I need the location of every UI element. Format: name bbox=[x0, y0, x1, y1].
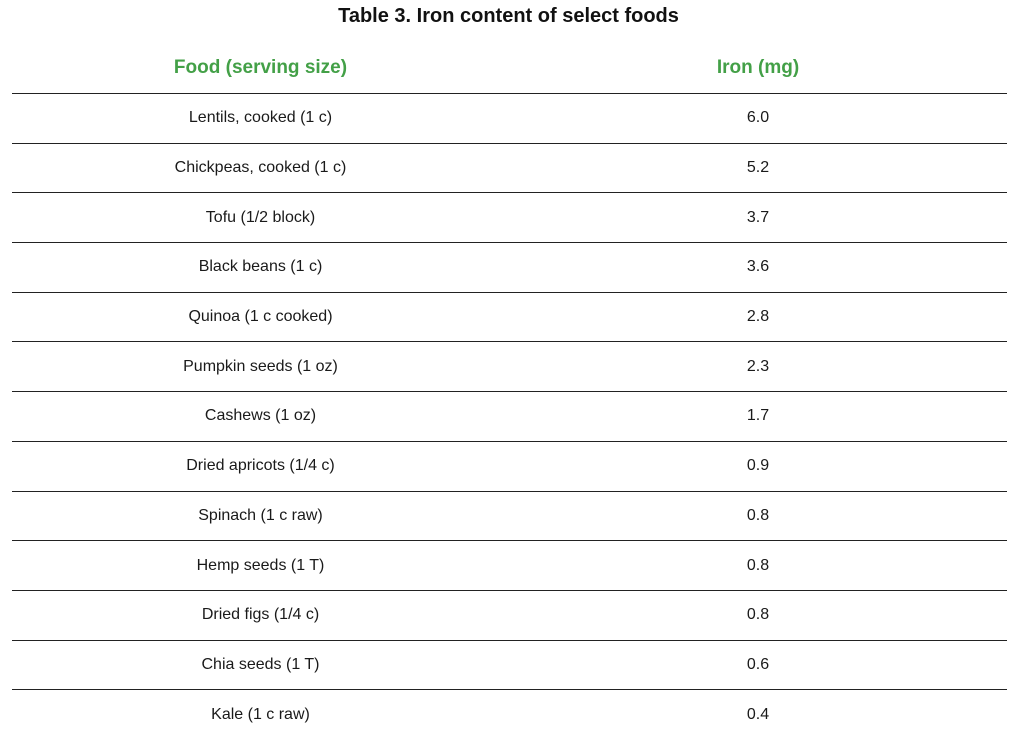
table-row: Lentils, cooked (1 c) 6.0 bbox=[12, 93, 1007, 144]
iron-cell: 0.6 bbox=[509, 640, 1007, 691]
iron-table-container: Food (serving size) Iron (mg) Lentils, c… bbox=[12, 42, 1007, 739]
iron-cell: 0.8 bbox=[509, 491, 1007, 542]
iron-cell: 0.9 bbox=[509, 441, 1007, 492]
iron-cell: 1.7 bbox=[509, 391, 1007, 442]
food-cell: Black beans (1 c) bbox=[12, 242, 509, 293]
food-cell: Chickpeas, cooked (1 c) bbox=[12, 143, 509, 194]
column-header-iron: Iron (mg) bbox=[509, 42, 1007, 94]
column-header-food: Food (serving size) bbox=[12, 42, 509, 94]
iron-cell: 2.3 bbox=[509, 341, 1007, 393]
iron-cell: 6.0 bbox=[509, 93, 1007, 144]
iron-cell: 0.4 bbox=[746, 705, 770, 723]
table-row: Hemp seeds (1 T) 0.8 bbox=[12, 540, 1007, 591]
table-row: Chia seeds (1 T) 0.6 bbox=[12, 640, 1007, 691]
iron-cell: 2.8 bbox=[509, 292, 1007, 343]
food-cell: Hemp seeds (1 T) bbox=[12, 540, 509, 591]
table-header: Food (serving size) Iron (mg) bbox=[12, 42, 1007, 94]
table-row: Spinach (1 c raw) 0.8 bbox=[12, 491, 1007, 542]
table-body: Lentils, cooked (1 c) 6.0 Chickpeas, coo… bbox=[12, 93, 1007, 739]
food-cell: Tofu (1/2 block) bbox=[12, 192, 509, 244]
table-row: Dried figs (1/4 c) 0.8 bbox=[12, 590, 1007, 641]
table-row: Tofu (1/2 block) 3.7 bbox=[12, 192, 1007, 244]
iron-cell: 0.8 bbox=[509, 540, 1007, 591]
food-cell: Quinoa (1 c cooked) bbox=[12, 292, 509, 343]
iron-cell: 3.7 bbox=[509, 192, 1007, 244]
food-cell: Cashews (1 oz) bbox=[12, 391, 509, 442]
food-cell: Dried apricots (1/4 c) bbox=[12, 441, 509, 492]
food-cell: Chia seeds (1 T) bbox=[12, 640, 509, 691]
table-row: Quinoa (1 c cooked) 2.8 bbox=[12, 292, 1007, 343]
table-title: Table 3. Iron content of select foods bbox=[338, 5, 679, 27]
food-cell: Pumpkin seeds (1 oz) bbox=[12, 341, 509, 393]
food-cell: Kale (1 c raw) bbox=[211, 705, 310, 723]
food-cell: Lentils, cooked (1 c) bbox=[12, 93, 509, 144]
table-row: Cashews (1 oz) 1.7 bbox=[12, 391, 1007, 442]
iron-cell: 0.8 bbox=[509, 590, 1007, 641]
table-row: Kale (1 c raw) 0.4 bbox=[12, 690, 1007, 739]
iron-cell: 3.6 bbox=[509, 242, 1007, 293]
table-row: Chickpeas, cooked (1 c) 5.2 bbox=[12, 143, 1007, 194]
header-row: Food (serving size) Iron (mg) bbox=[12, 42, 1007, 94]
table-row: Dried apricots (1/4 c) 0.9 bbox=[12, 441, 1007, 492]
table-row: Pumpkin seeds (1 oz) 2.3 bbox=[12, 341, 1007, 393]
table-row: Black beans (1 c) 3.6 bbox=[12, 242, 1007, 293]
food-cell: Dried figs (1/4 c) bbox=[12, 590, 509, 641]
iron-content-table: Food (serving size) Iron (mg) Lentils, c… bbox=[12, 42, 1007, 739]
iron-cell: 5.2 bbox=[509, 143, 1007, 194]
food-cell: Spinach (1 c raw) bbox=[12, 491, 509, 542]
